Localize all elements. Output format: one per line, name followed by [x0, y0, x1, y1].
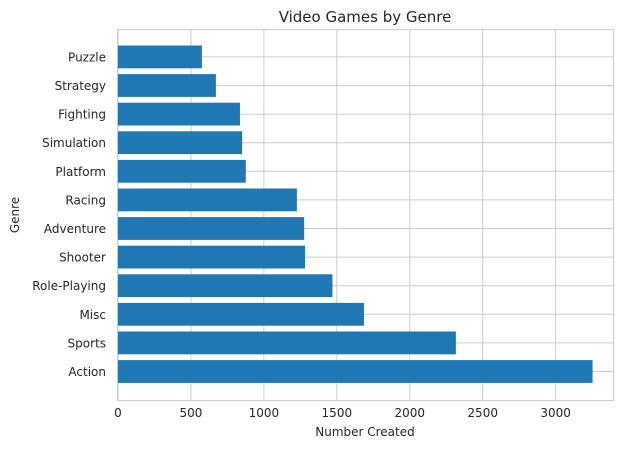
bar-simulation — [118, 131, 243, 155]
y-tick-label-sports: Sports — [68, 336, 106, 350]
y-tick-label-strategy: Strategy — [55, 79, 106, 93]
x-tick-label: 1000 — [249, 406, 280, 420]
y-tick-label-shooter: Shooter — [59, 251, 106, 265]
bar-misc — [118, 302, 364, 326]
bar-action — [118, 360, 593, 383]
y-tick-label-racing: Racing — [65, 193, 106, 207]
y-tick-label-role-playing: Role-Playing — [32, 279, 106, 293]
bar-racing — [118, 188, 297, 212]
x-tick-label: 0 — [114, 406, 122, 420]
y-tick-label-action: Action — [68, 365, 106, 379]
bar-fighting — [118, 102, 240, 126]
bar-adventure — [118, 217, 305, 240]
bar-platform — [118, 159, 246, 183]
y-tick-label-adventure: Adventure — [44, 222, 106, 236]
x-tick-label: 3000 — [540, 406, 571, 420]
y-tick-label-simulation: Simulation — [42, 136, 106, 150]
bar-shooter — [118, 245, 306, 269]
x-tick-label: 2000 — [394, 406, 425, 420]
y-axis-label: Genre — [8, 197, 22, 233]
bar-role-playing — [118, 274, 333, 298]
y-tick-label-platform: Platform — [55, 165, 106, 179]
bar-strategy — [118, 74, 216, 97]
bar-sports — [118, 331, 456, 355]
x-tick-label: 500 — [179, 406, 202, 420]
x-axis-label: Number Created — [315, 425, 415, 439]
y-tick-label-puzzle: Puzzle — [68, 50, 106, 64]
bar-puzzle — [118, 45, 202, 69]
plot-frame — [117, 29, 614, 401]
y-tick-label-fighting: Fighting — [58, 108, 106, 122]
y-tick-labels: Action Sports Misc Role-Playing Shooter Adven… — [32, 50, 106, 379]
x-tick-label: 1500 — [322, 406, 353, 420]
x-tick-label: 2500 — [467, 406, 498, 420]
y-tick-label-misc: Misc — [79, 308, 106, 322]
x-tick-labels: 0 500 1000 1500 2000 2500 3000 — [114, 406, 571, 420]
bars — [118, 45, 593, 383]
chart-title: Video Games by Genre — [279, 8, 452, 26]
